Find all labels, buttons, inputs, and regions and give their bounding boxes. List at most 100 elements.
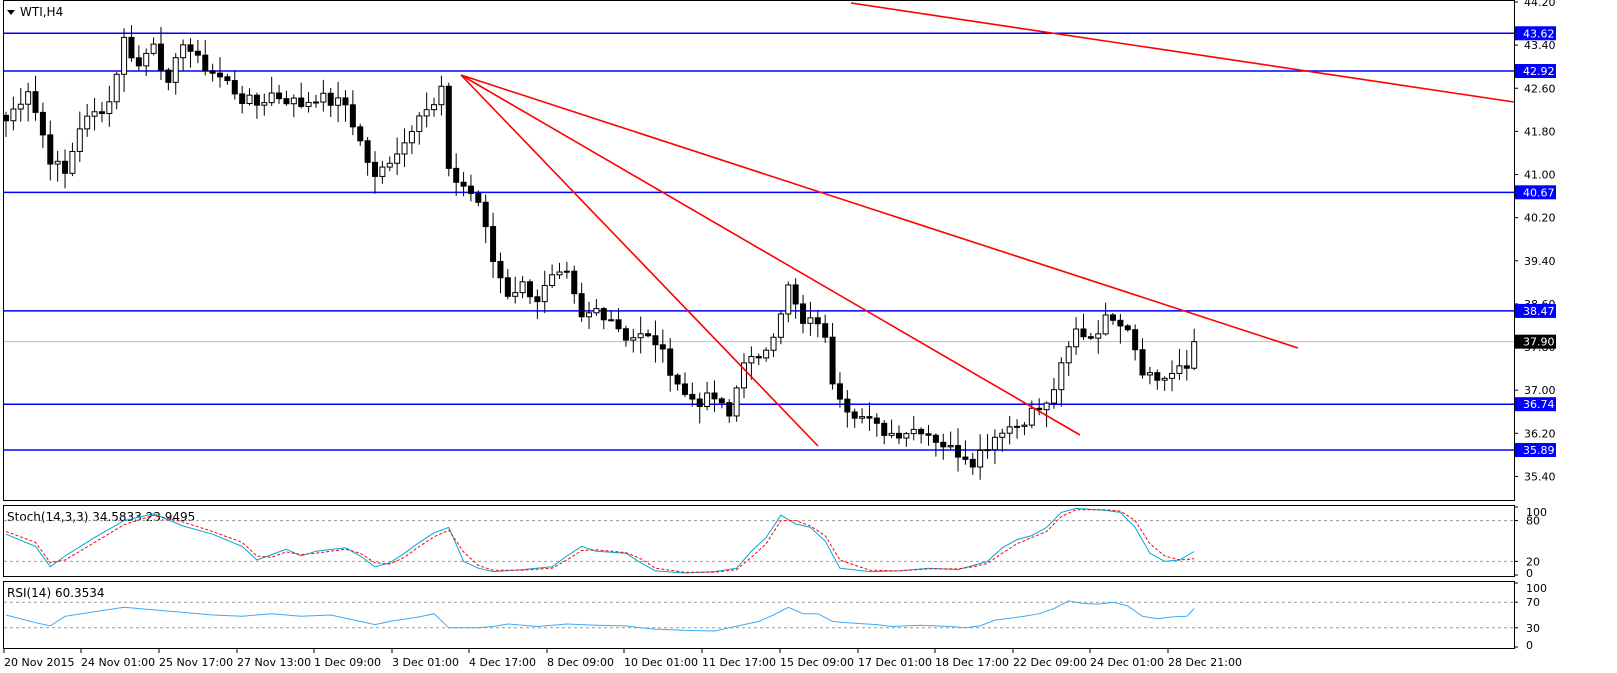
- candlesticks: [3, 25, 1198, 480]
- last-price-badge-text: 37.90: [1523, 336, 1555, 349]
- bull-candle: [1102, 314, 1109, 335]
- bull-candle: [408, 131, 415, 144]
- bull-candle: [320, 92, 327, 103]
- bear-candle: [755, 356, 762, 359]
- bull-candle: [312, 101, 319, 104]
- bear-candle: [357, 126, 364, 142]
- bull-candle: [1050, 389, 1057, 404]
- bear-candle: [814, 317, 821, 325]
- bull-candle: [121, 36, 128, 75]
- bear-candle: [571, 270, 578, 295]
- bull-candle: [1169, 372, 1176, 379]
- level-badge-text: 43.62: [1523, 27, 1555, 40]
- bear-candle: [32, 91, 39, 113]
- bear-candle: [895, 432, 902, 439]
- bear-candle: [276, 92, 283, 100]
- level-badge-text: 42.92: [1523, 65, 1555, 78]
- bull-candle: [637, 333, 644, 339]
- bear-candle: [792, 284, 799, 305]
- time-tick-label: 22 Dec 09:00: [1013, 656, 1087, 669]
- time-tick-label: 28 Dec 21:00: [1168, 656, 1242, 669]
- horizontal-levels: [4, 32, 1514, 451]
- level-badge-bg: [1515, 443, 1556, 458]
- bull-candle: [1073, 328, 1080, 348]
- indicator-tick-label: 30: [1526, 622, 1540, 635]
- series-line: [5, 600, 1195, 632]
- time-tick-label: 20 Nov 2015: [4, 656, 74, 669]
- indicator-tick-label: 70: [1526, 596, 1540, 609]
- bull-candle: [947, 445, 954, 448]
- bear-candle: [534, 296, 541, 303]
- time-tick-label: 15 Dec 09:00: [780, 656, 854, 669]
- time-tick-label: 8 Dec 09:00: [547, 656, 614, 669]
- indicator-tick-label: 0: [1526, 639, 1533, 652]
- bull-candle: [519, 281, 526, 294]
- bull-candle: [261, 102, 268, 106]
- time-axis: 20 Nov 2015 24 Nov 01:00 25 Nov 17:00 27 No…: [3, 649, 1242, 669]
- bull-candle: [1028, 407, 1035, 426]
- indicator-tick-label: 100: [1526, 582, 1547, 595]
- bull-candle: [1095, 333, 1102, 339]
- time-tick-label: 24 Nov 01:00: [81, 656, 155, 669]
- time-tick-label: 27 Nov 13:00: [237, 656, 311, 669]
- time-tick-label: 11 Dec 17:00: [702, 656, 776, 669]
- bear-candle: [349, 104, 356, 128]
- bear-candle: [187, 44, 194, 52]
- bear-candle: [372, 161, 378, 177]
- bull-candle: [763, 349, 770, 359]
- bull-candle: [10, 108, 17, 122]
- bear-candle: [600, 308, 607, 321]
- level-badge-bg: [1515, 397, 1556, 412]
- trend-line: [460, 74, 1081, 436]
- bear-candle: [1080, 328, 1087, 338]
- bull-candle: [770, 336, 777, 351]
- bull-candle: [1161, 377, 1168, 381]
- bull-candle: [172, 57, 179, 83]
- bull-candle: [17, 103, 24, 110]
- bear-candle: [918, 428, 925, 435]
- bull-candle: [549, 274, 556, 286]
- bull-candle: [69, 150, 76, 174]
- bull-candle: [1006, 426, 1013, 434]
- bear-candle: [231, 80, 238, 95]
- bear-candle: [128, 36, 135, 59]
- bear-candle: [681, 383, 688, 395]
- level-badge-bg: [1515, 26, 1556, 41]
- bear-candle: [526, 281, 533, 298]
- level-badge-text: 35.89: [1523, 444, 1555, 457]
- bull-candle: [704, 392, 711, 407]
- level-badge-text: 40.67: [1523, 186, 1555, 199]
- bear-candle: [135, 57, 142, 67]
- bull-candle: [290, 97, 297, 105]
- series-line: [5, 509, 1195, 573]
- bull-candle: [106, 101, 113, 115]
- bull-candle: [733, 387, 740, 417]
- bear-candle: [157, 43, 164, 71]
- bull-candle: [630, 337, 637, 341]
- bear-candle: [327, 92, 334, 106]
- bull-candle: [438, 85, 445, 106]
- stoch-panel-frame: [3, 505, 1515, 577]
- bull-candle: [563, 270, 570, 273]
- bull-candle: [593, 308, 600, 314]
- bear-candle: [829, 336, 836, 385]
- bear-candle: [453, 167, 460, 183]
- bull-candle: [1146, 372, 1153, 376]
- bull-candle: [1043, 402, 1050, 411]
- bull-candle: [777, 313, 784, 338]
- bear-candle: [844, 398, 851, 413]
- symbol-menu-icon[interactable]: [7, 10, 15, 15]
- level-badge-bg: [1515, 64, 1556, 79]
- bear-candle: [578, 293, 585, 318]
- bear-candle: [47, 134, 54, 165]
- trend-line: [850, 2, 1515, 103]
- series-line: [5, 507, 1195, 574]
- rsi-panel-frame: [3, 581, 1515, 649]
- bull-candle: [807, 317, 814, 324]
- bear-candle: [659, 344, 666, 350]
- bear-candle: [39, 111, 46, 136]
- bear-candle: [866, 416, 873, 419]
- time-tick-label: 17 Dec 01:00: [858, 656, 932, 669]
- rsi-title: RSI(14) 60.3534: [7, 586, 105, 600]
